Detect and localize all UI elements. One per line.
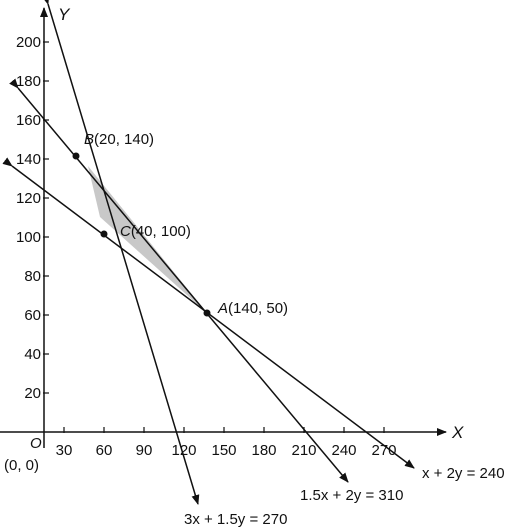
x-tick-label: 180 bbox=[251, 442, 276, 459]
point-a-dot bbox=[203, 309, 211, 317]
point-c-dot bbox=[100, 230, 108, 238]
y-tick-label: 20 bbox=[24, 385, 41, 402]
x-tick-label: 210 bbox=[291, 442, 316, 459]
x-tick-label: 60 bbox=[96, 442, 113, 459]
x-tick-label: 240 bbox=[331, 442, 356, 459]
point-a-label: A(140, 50) bbox=[217, 300, 288, 317]
y-tick-label: 160 bbox=[16, 112, 41, 129]
eq-label-x-2y: x + 2y = 240 bbox=[422, 465, 505, 482]
y-tick-label: 140 bbox=[16, 151, 41, 168]
point-c-letter: C bbox=[120, 223, 131, 240]
x-tick-label: 90 bbox=[136, 442, 153, 459]
point-b-letter: B bbox=[84, 131, 94, 148]
eq-label-3x-1-5y: 3x + 1.5y = 270 bbox=[184, 511, 287, 528]
y-axis-name: Y bbox=[58, 5, 71, 24]
origin-coords: (0, 0) bbox=[4, 457, 39, 474]
point-a-letter: A bbox=[217, 300, 228, 317]
origin-letter: O bbox=[30, 435, 42, 452]
point-b-label: B(20, 140) bbox=[84, 131, 154, 148]
x-tick-label: 150 bbox=[211, 442, 236, 459]
y-tick-label: 80 bbox=[24, 268, 41, 285]
point-a-coords: (140, 50) bbox=[228, 300, 288, 317]
x-tick-label: 30 bbox=[56, 442, 73, 459]
constraint-lines bbox=[2, 0, 415, 505]
y-tick-label: 60 bbox=[24, 307, 41, 324]
y-tick-label: 40 bbox=[24, 346, 41, 363]
point-c-label: C(40, 100) bbox=[120, 223, 191, 240]
x-axis-name: X bbox=[451, 423, 464, 442]
line-3x-1-5y bbox=[41, 0, 200, 505]
eq-label-1-5x-2y: 1.5x + 2y = 310 bbox=[300, 487, 403, 504]
point-b-coords: (20, 140) bbox=[94, 131, 154, 148]
y-tick-label: 180 bbox=[16, 73, 41, 90]
y-tick-label: 200 bbox=[16, 34, 41, 51]
point-b-dot bbox=[72, 152, 80, 160]
y-tick-label: 120 bbox=[16, 190, 41, 207]
line-1-5x-2y bbox=[9, 78, 349, 483]
point-c-coords: (40, 100) bbox=[131, 223, 191, 240]
line-x-2y bbox=[2, 157, 415, 469]
y-tick-label: 100 bbox=[16, 229, 41, 246]
